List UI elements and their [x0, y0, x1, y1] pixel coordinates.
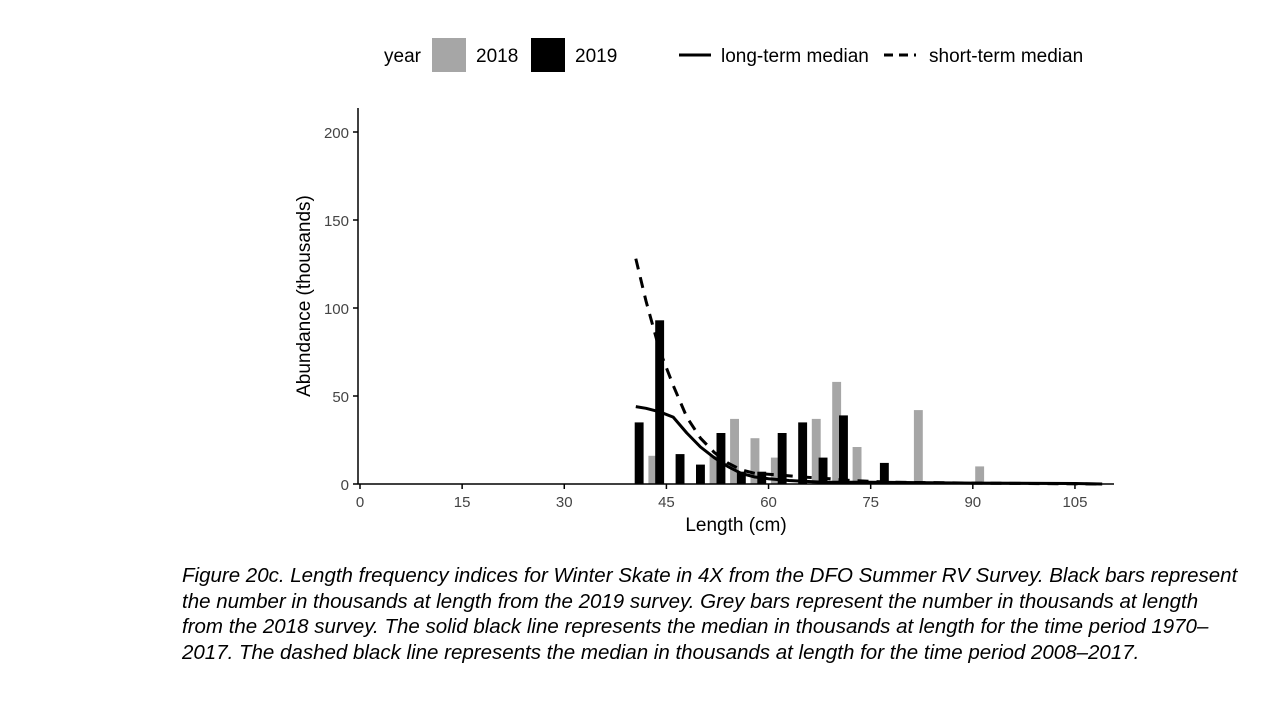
- bar-2019-71cm: [839, 415, 848, 484]
- median-lines: [634, 258, 1103, 486]
- legend-label-2019: 2019: [575, 46, 617, 67]
- y-tick-label-150: 150: [324, 213, 349, 230]
- legend-label-2018: 2018: [476, 46, 518, 67]
- bar-2019-56cm: [736, 471, 746, 484]
- x-axis-title: Length (cm): [685, 515, 786, 536]
- bar-2018-58cm: [750, 438, 760, 484]
- legend-swatch-2018: [432, 38, 466, 72]
- bar-2019-65cm: [798, 422, 808, 484]
- legend-swatch-2019: [531, 38, 565, 72]
- bar-2019-53cm: [716, 433, 726, 484]
- bar-2018-55cm: [730, 418, 739, 484]
- x-tick-label-90: 90: [964, 494, 981, 511]
- y-tick-label-50: 50: [332, 389, 349, 406]
- bar-2019-62cm: [777, 433, 787, 484]
- bar-2019-77cm: [879, 462, 889, 484]
- length-frequency-chart: year 2018 2019 long-term median short-term m…: [294, 38, 1114, 536]
- legend: year 2018 2019 long-term median short-term m…: [384, 38, 1083, 72]
- x-tick-label-30: 30: [556, 494, 573, 511]
- bar-2019-47cm: [675, 454, 685, 484]
- x-tick-label-45: 45: [658, 494, 675, 511]
- y-tick-label-100: 100: [324, 301, 349, 318]
- legend-label-long-term-median: long-term median: [721, 46, 869, 67]
- bar-2018-52cm: [709, 455, 719, 484]
- x-tick-label-0: 0: [356, 494, 364, 511]
- x-tick-label-60: 60: [760, 494, 777, 511]
- x-tick-label-105: 105: [1062, 494, 1087, 511]
- bar-2018-70cm: [832, 381, 842, 484]
- axes: 0 50 100 150 200 0 15 30 45 60 75 90 105 Length (cm) A…: [294, 108, 1114, 536]
- x-tick-label-15: 15: [454, 494, 471, 511]
- y-tick-label-200: 200: [324, 125, 349, 142]
- bar-2019-68cm: [818, 457, 828, 484]
- y-axis-title: Abundance (thousands): [294, 195, 315, 397]
- bar-2019-44cm: [655, 320, 665, 484]
- y-tick-label-0: 0: [341, 477, 349, 494]
- legend-label-short-term-median: short-term median: [929, 46, 1083, 67]
- bar-2019-50cm: [696, 464, 705, 484]
- x-tick-label-75: 75: [862, 494, 879, 511]
- bars: [634, 320, 985, 484]
- bar-2018-91cm: [975, 466, 985, 484]
- short-term-median-line: [634, 258, 1103, 486]
- bar-2018-73cm: [852, 447, 862, 484]
- figure-caption: Figure 20c. Length frequency indices for…: [182, 564, 1238, 664]
- legend-title: year: [384, 46, 422, 67]
- bar-2018-82cm: [913, 410, 923, 484]
- bar-2018-43cm: [648, 455, 658, 484]
- bar-2018-61cm: [770, 457, 780, 484]
- bar-2018-67cm: [811, 418, 821, 484]
- bar-2019-41cm: [634, 422, 644, 484]
